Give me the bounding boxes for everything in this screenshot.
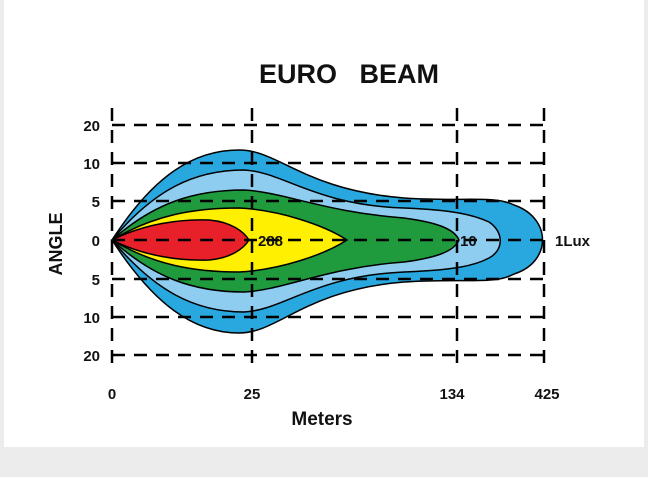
x-tick-label: 0	[108, 386, 116, 403]
annotation-10: 10	[460, 233, 477, 250]
chart-title: EURO BEAM	[259, 59, 439, 89]
y-tick-label: 0	[92, 233, 100, 250]
y-tick-label: 10	[83, 310, 100, 327]
y-axis-label: ANGLE	[46, 213, 66, 276]
y-tick-label: 5	[92, 194, 100, 211]
x-tick-label: 134	[439, 386, 465, 403]
grid-lines	[110, 108, 546, 372]
x-tick-label: 25	[244, 386, 261, 403]
y-tick-label: 5	[92, 272, 100, 289]
chart-panel: EURO BEAM 20 10 5 0 5 10 20 0	[4, 0, 644, 447]
annotation-288: 288	[258, 233, 283, 250]
y-tick-label: 20	[83, 118, 100, 135]
x-tick-label: 425	[534, 386, 559, 403]
euro-beam-chart: EURO BEAM 20 10 5 0 5 10 20 0	[46, 59, 591, 430]
annotation-1lux: 1Lux	[555, 233, 591, 250]
y-tick-label: 10	[83, 156, 100, 173]
y-tick-label: 20	[83, 348, 100, 365]
x-axis-label: Meters	[291, 409, 352, 430]
